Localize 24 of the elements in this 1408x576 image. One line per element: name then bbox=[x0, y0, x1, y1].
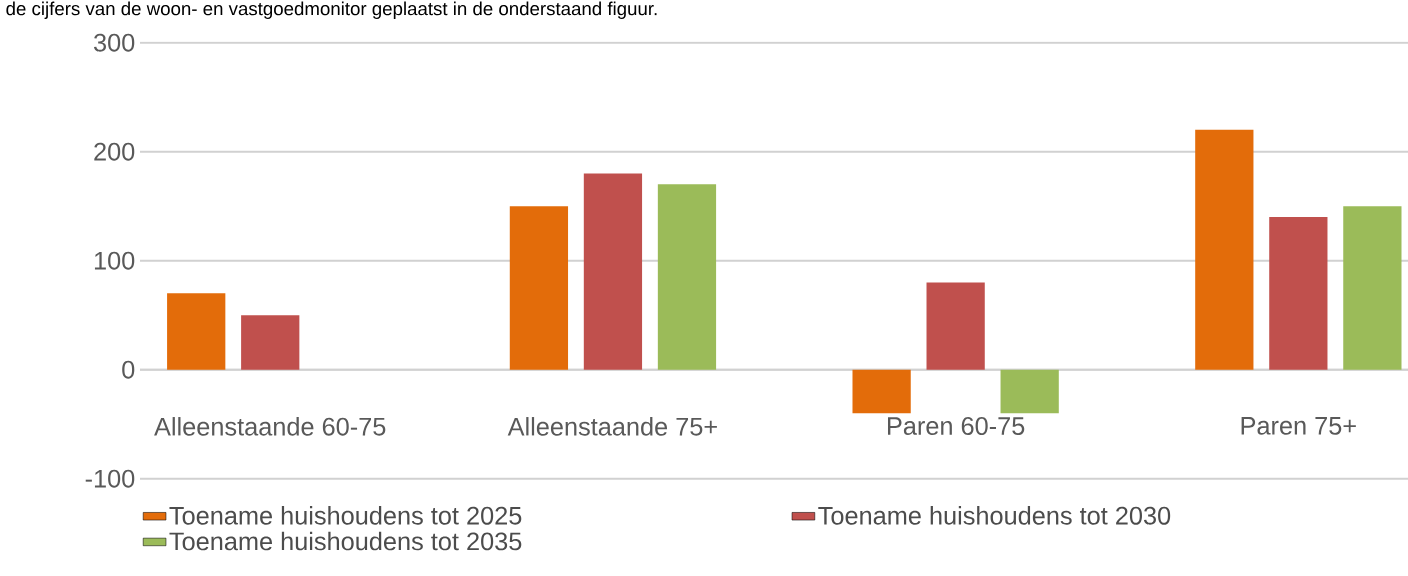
y-tick-label: 100 bbox=[94, 251, 135, 270]
bar bbox=[1343, 206, 1402, 370]
bar bbox=[1269, 217, 1328, 370]
bar bbox=[583, 173, 643, 370]
bar bbox=[1000, 369, 1059, 414]
y-tick-label: -100 bbox=[85, 469, 135, 488]
x-tick-label: Alleenstaande 60-75 bbox=[154, 417, 386, 436]
legend-label: Toename huishoudens tot 2030 bbox=[818, 506, 1171, 525]
text: de cijfers van de woon- en vastgoedmonitor geplaatst in de onderstaand figuur. bbox=[6, 1, 657, 19]
x-tick-label: Paren 60-75 bbox=[888, 417, 1025, 435]
bar bbox=[657, 184, 717, 370]
legend-label: Toename huishoudens tot 2035 bbox=[169, 531, 522, 551]
x-tick-label: Alleenstaande 75+ bbox=[507, 417, 717, 436]
x-tick-label: Paren 75+ bbox=[1241, 417, 1356, 435]
bar bbox=[1195, 129, 1254, 370]
y-tick-label: 300 bbox=[93, 33, 135, 52]
y-tick-label: 200 bbox=[94, 142, 135, 161]
bar bbox=[509, 206, 569, 370]
y-tick-label: 0 bbox=[122, 360, 135, 379]
bar bbox=[926, 282, 985, 370]
bar bbox=[852, 369, 911, 414]
bar bbox=[167, 293, 226, 370]
legend-label: Toename huishoudens tot 2025 bbox=[169, 506, 522, 525]
bar bbox=[241, 315, 300, 370]
